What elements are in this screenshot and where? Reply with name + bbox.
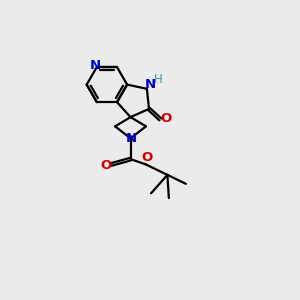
Text: H: H (154, 73, 163, 86)
Text: O: O (160, 112, 171, 125)
Text: N: N (145, 78, 156, 91)
Text: N: N (126, 132, 137, 145)
Text: O: O (100, 159, 112, 172)
Text: O: O (141, 152, 152, 164)
Text: N: N (90, 59, 101, 72)
